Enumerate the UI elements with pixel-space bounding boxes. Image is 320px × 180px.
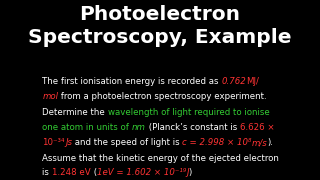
Text: Assume that the kinetic energy of the ejected electron: Assume that the kinetic energy of the ej…: [43, 154, 279, 163]
Text: ).: ).: [268, 138, 274, 147]
Text: Spectroscopy, Example: Spectroscopy, Example: [28, 28, 292, 47]
Text: ): ): [189, 168, 192, 177]
Text: 10⁻³⁴: 10⁻³⁴: [43, 138, 65, 147]
Text: nm: nm: [132, 123, 146, 132]
Text: 1eV = 1.602 × 10⁻¹⁹: 1eV = 1.602 × 10⁻¹⁹: [97, 168, 186, 177]
Text: is: is: [43, 168, 52, 177]
Text: m/s: m/s: [252, 138, 268, 147]
Text: The first ionisation energy is recorded as: The first ionisation energy is recorded …: [43, 77, 222, 86]
Text: Determine the: Determine the: [43, 107, 108, 116]
Text: Photoelectron: Photoelectron: [79, 4, 241, 24]
Text: from a photoelectron spectroscopy experiment.: from a photoelectron spectroscopy experi…: [59, 92, 267, 101]
Text: c = 2.998 × 10⁸: c = 2.998 × 10⁸: [182, 138, 252, 147]
Text: 0.762: 0.762: [222, 77, 246, 86]
Text: mol: mol: [43, 92, 59, 101]
Text: J: J: [186, 168, 189, 177]
Text: one atom in units of: one atom in units of: [43, 123, 132, 132]
Text: (: (: [91, 168, 97, 177]
Text: and the speed of light is: and the speed of light is: [72, 138, 182, 147]
Text: 1.248 eV: 1.248 eV: [52, 168, 91, 177]
Text: MJ/: MJ/: [246, 77, 259, 86]
Text: 6.626 ×: 6.626 ×: [240, 123, 275, 132]
Text: wavelength of light required to ionise: wavelength of light required to ionise: [108, 107, 270, 116]
Text: Js: Js: [65, 138, 72, 147]
Text: (Planck’s constant is: (Planck’s constant is: [146, 123, 240, 132]
